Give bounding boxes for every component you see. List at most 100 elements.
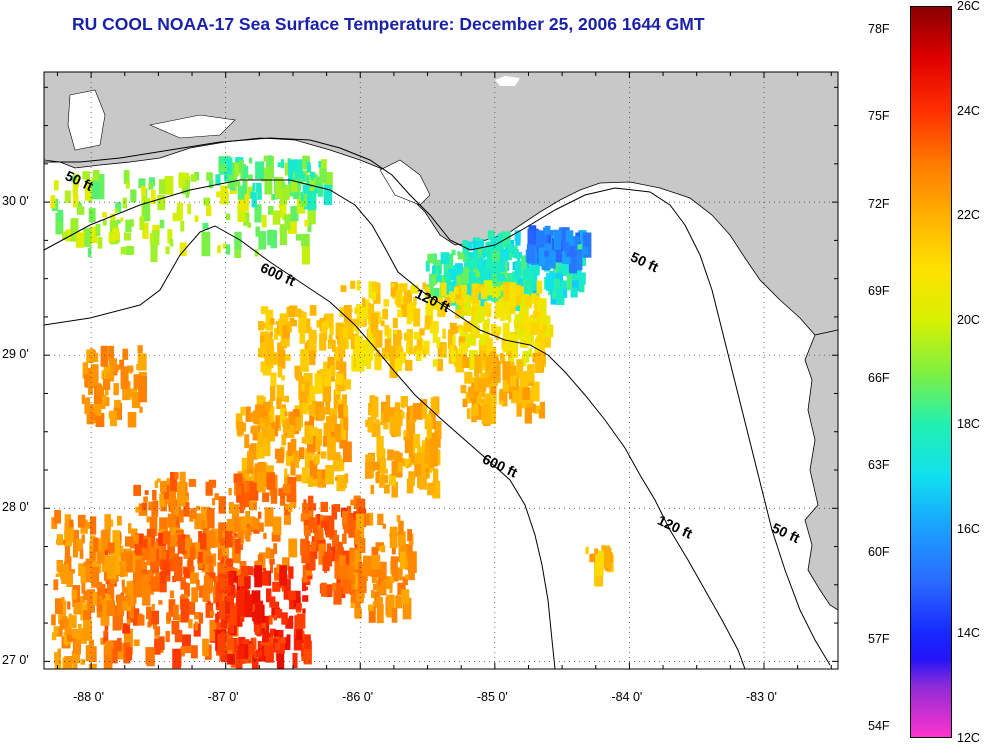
map-frame bbox=[43, 71, 839, 670]
sst-pixel bbox=[181, 534, 186, 540]
sst-pixel bbox=[430, 321, 439, 334]
sst-pixel bbox=[576, 253, 582, 265]
sst-pixel bbox=[499, 388, 507, 401]
sst-pixel bbox=[436, 336, 441, 349]
sst-pixel bbox=[386, 408, 394, 422]
sst-pixel bbox=[95, 223, 101, 237]
sst-pixel bbox=[410, 453, 415, 464]
sst-pixel bbox=[412, 434, 421, 449]
sst-pixel bbox=[380, 320, 385, 327]
sst-pixel bbox=[130, 541, 137, 549]
sst-pixel bbox=[127, 523, 132, 534]
sst-pixel bbox=[383, 414, 390, 423]
sst-pixel bbox=[473, 263, 481, 278]
sst-pixel bbox=[190, 174, 197, 182]
sst-pixel bbox=[468, 272, 476, 287]
sst-pixel bbox=[127, 365, 134, 373]
sst-pixel bbox=[96, 604, 103, 612]
sst-pixel bbox=[536, 280, 543, 294]
sst-pixel bbox=[237, 575, 245, 587]
sst-pixel bbox=[544, 250, 549, 257]
colorbar-celsius-label: 16C bbox=[957, 521, 980, 536]
sst-pixel bbox=[212, 530, 217, 534]
sst-pixel bbox=[119, 359, 125, 368]
sst-pixel bbox=[457, 324, 462, 329]
sst-pixel bbox=[545, 231, 552, 244]
sst-pixel bbox=[159, 219, 165, 229]
sst-pixel bbox=[237, 531, 244, 543]
sst-pixel bbox=[62, 616, 68, 630]
sst-pixel bbox=[64, 641, 69, 646]
sst-pixel bbox=[142, 587, 151, 606]
sst-pixel bbox=[460, 286, 465, 297]
sst-pixel bbox=[527, 228, 535, 246]
sst-pixel bbox=[534, 341, 540, 356]
sst-pixel bbox=[442, 344, 447, 358]
sst-pixel bbox=[471, 382, 481, 408]
sst-pixel bbox=[385, 395, 391, 408]
sst-pixel bbox=[271, 422, 277, 429]
sst-pixel bbox=[339, 307, 345, 317]
sst-pixel bbox=[314, 532, 320, 546]
sst-pixel bbox=[53, 180, 59, 191]
sst-pixel bbox=[405, 342, 410, 354]
lat-tick-label: 28 0' bbox=[2, 500, 29, 515]
sst-pixel bbox=[251, 425, 259, 433]
sst-pixel bbox=[247, 566, 254, 576]
sst-pixel bbox=[478, 383, 486, 397]
colorbar-fahrenheit-label: 60F bbox=[868, 545, 890, 560]
sst-pixel bbox=[329, 324, 334, 335]
sst-pixel bbox=[130, 189, 137, 203]
sst-pixel bbox=[278, 318, 286, 337]
sst-pixel bbox=[281, 181, 286, 188]
sst-pixel bbox=[393, 329, 402, 350]
sst-pixel bbox=[148, 181, 154, 190]
sst-pixel bbox=[77, 202, 82, 211]
sst-pixel bbox=[320, 501, 329, 513]
sst-pixel bbox=[348, 515, 358, 538]
sst-pixel bbox=[258, 622, 266, 631]
sst-pixel bbox=[495, 301, 504, 318]
sst-pixel bbox=[389, 588, 393, 594]
sst-pixel bbox=[194, 542, 202, 559]
sst-pixel bbox=[514, 314, 524, 340]
sst-pixel bbox=[183, 568, 191, 579]
sst-pixel bbox=[366, 359, 372, 369]
sst-pixel bbox=[70, 218, 79, 242]
sst-pixel bbox=[236, 590, 246, 617]
sst-pixel bbox=[323, 184, 333, 206]
sst-pixel bbox=[290, 438, 297, 454]
sst-pixel bbox=[159, 493, 166, 507]
sst-pixel bbox=[513, 319, 518, 325]
sst-pixel bbox=[327, 356, 335, 371]
sst-pixel bbox=[379, 474, 385, 488]
sst-pixel bbox=[56, 534, 63, 546]
sst-pixel bbox=[220, 538, 225, 546]
sst-pixel bbox=[220, 611, 227, 629]
sst-pixel bbox=[294, 457, 300, 468]
sst-pixel bbox=[299, 391, 309, 403]
sst-pixel bbox=[397, 582, 406, 596]
sst-pixel bbox=[404, 332, 410, 341]
sst-pixel bbox=[389, 526, 398, 549]
sst-pixel bbox=[379, 546, 383, 552]
sst-pixel bbox=[594, 548, 598, 554]
sst-pixel bbox=[73, 656, 78, 669]
sst-pixel bbox=[334, 554, 343, 579]
sst-pixel bbox=[500, 248, 509, 261]
sst-pixel bbox=[274, 567, 281, 581]
sst-pixel bbox=[109, 640, 118, 664]
sst-pixel bbox=[323, 320, 329, 331]
sst-data-layer bbox=[50, 155, 614, 669]
sst-pixel bbox=[80, 573, 87, 584]
sst-pixel bbox=[125, 246, 134, 255]
sst-pixel bbox=[451, 249, 456, 256]
sst-pixel bbox=[487, 376, 493, 385]
sst-pixel bbox=[294, 308, 302, 317]
sst-pixel bbox=[473, 403, 478, 411]
sst-pixel bbox=[173, 604, 179, 620]
sst-pixel bbox=[325, 313, 334, 328]
sst-pixel bbox=[273, 543, 278, 555]
sst-pixel bbox=[463, 295, 472, 316]
sst-pixel bbox=[73, 602, 83, 615]
